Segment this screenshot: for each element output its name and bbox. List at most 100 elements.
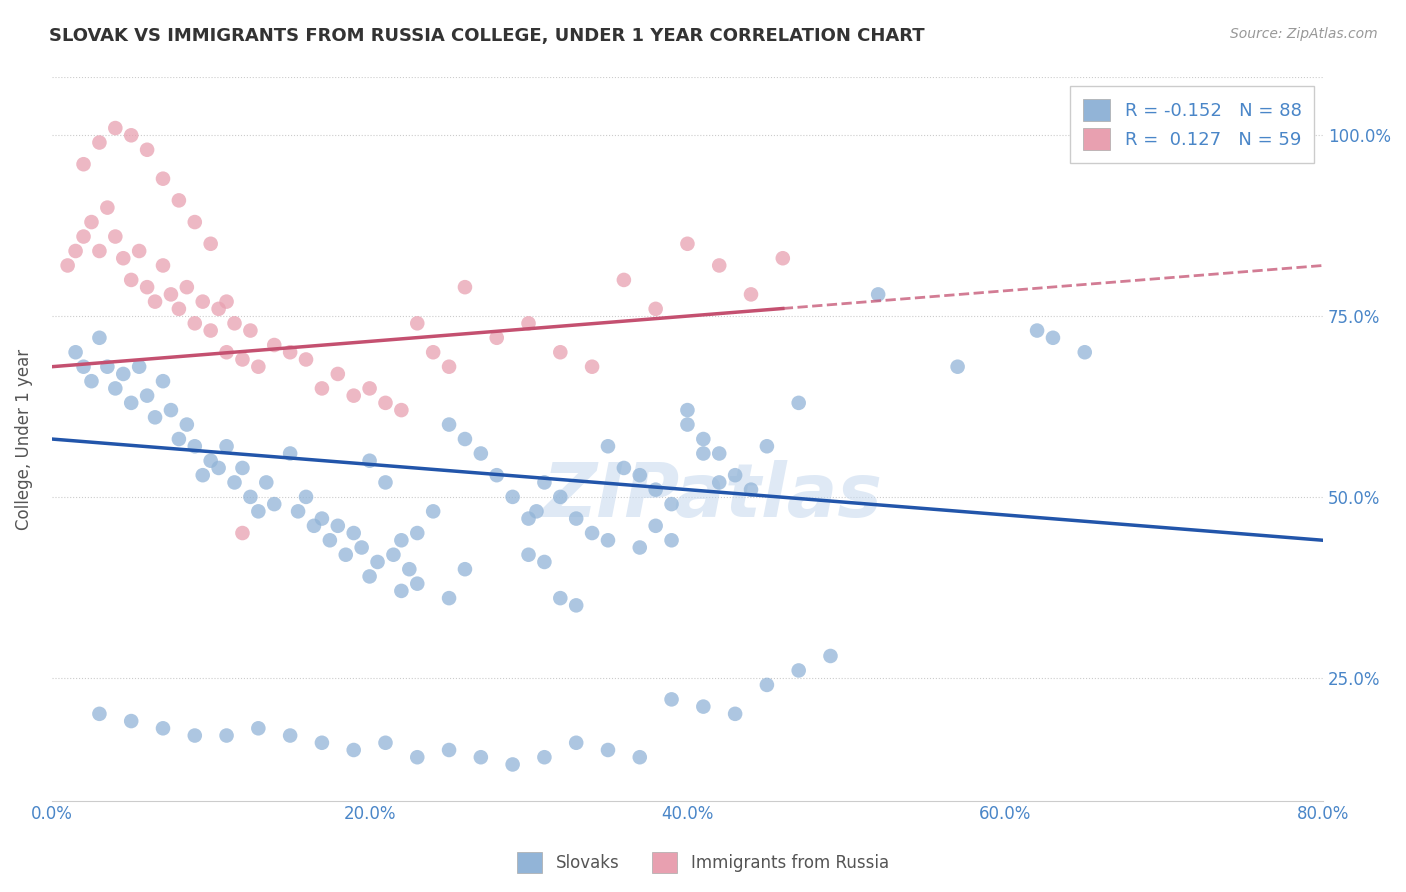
Point <box>278 446 301 460</box>
Point <box>191 294 214 309</box>
Point <box>56 259 79 273</box>
Point <box>184 729 207 743</box>
Point <box>104 381 127 395</box>
Point <box>613 461 636 475</box>
Point <box>311 511 333 525</box>
Point <box>224 316 246 330</box>
Point <box>343 743 366 757</box>
Point <box>136 143 159 157</box>
Point <box>787 396 810 410</box>
Point <box>247 721 270 735</box>
Point <box>343 389 366 403</box>
Point <box>72 157 94 171</box>
Point <box>215 294 238 309</box>
Point <box>152 374 174 388</box>
Point <box>740 483 762 497</box>
Legend: R = -0.152   N = 88, R =  0.127   N = 59: R = -0.152 N = 88, R = 0.127 N = 59 <box>1070 87 1315 163</box>
Point <box>374 736 396 750</box>
Point <box>550 490 572 504</box>
Point <box>367 555 389 569</box>
Point <box>422 504 444 518</box>
Y-axis label: College, Under 1 year: College, Under 1 year <box>15 349 32 530</box>
Point <box>533 475 555 490</box>
Point <box>128 244 150 258</box>
Point <box>89 331 111 345</box>
Point <box>359 569 381 583</box>
Point <box>263 338 285 352</box>
Point <box>676 417 699 432</box>
Point <box>868 287 890 301</box>
Point <box>184 316 207 330</box>
Point <box>152 721 174 735</box>
Point <box>709 446 731 460</box>
Point <box>254 475 277 490</box>
Point <box>374 396 396 410</box>
Point <box>581 526 603 541</box>
Point <box>160 403 183 417</box>
Point <box>231 461 253 475</box>
Point <box>359 381 381 395</box>
Point <box>526 504 548 518</box>
Point <box>65 345 87 359</box>
Point <box>644 518 666 533</box>
Point <box>1074 345 1097 359</box>
Point <box>120 714 142 728</box>
Point <box>661 497 683 511</box>
Point <box>550 591 572 606</box>
Point <box>239 490 262 504</box>
Point <box>755 439 778 453</box>
Point <box>96 359 118 374</box>
Point <box>287 504 309 518</box>
Point <box>143 410 166 425</box>
Point <box>502 490 524 504</box>
Point <box>112 367 135 381</box>
Point <box>724 706 747 721</box>
Point <box>422 345 444 359</box>
Point <box>136 280 159 294</box>
Point <box>72 359 94 374</box>
Point <box>343 526 366 541</box>
Point <box>454 432 477 446</box>
Point <box>152 259 174 273</box>
Point <box>152 171 174 186</box>
Point <box>302 518 325 533</box>
Point <box>692 446 714 460</box>
Point <box>215 345 238 359</box>
Point <box>437 743 460 757</box>
Point <box>787 664 810 678</box>
Point <box>167 194 190 208</box>
Point <box>628 541 651 555</box>
Point <box>311 736 333 750</box>
Point <box>382 548 405 562</box>
Text: SLOVAK VS IMMIGRANTS FROM RUSSIA COLLEGE, UNDER 1 YEAR CORRELATION CHART: SLOVAK VS IMMIGRANTS FROM RUSSIA COLLEGE… <box>49 27 925 45</box>
Point <box>596 743 619 757</box>
Point <box>160 287 183 301</box>
Point <box>709 475 731 490</box>
Point <box>389 403 412 417</box>
Point <box>644 483 666 497</box>
Point <box>596 533 619 548</box>
Point <box>143 294 166 309</box>
Point <box>200 454 222 468</box>
Point <box>128 359 150 374</box>
Point <box>692 432 714 446</box>
Point <box>946 359 969 374</box>
Point <box>89 136 111 150</box>
Point <box>167 432 190 446</box>
Point <box>661 692 683 706</box>
Point <box>437 417 460 432</box>
Point <box>215 439 238 453</box>
Point <box>89 706 111 721</box>
Point <box>565 736 588 750</box>
Point <box>406 576 429 591</box>
Point <box>406 526 429 541</box>
Point <box>772 252 794 266</box>
Point <box>295 352 318 367</box>
Point <box>224 475 246 490</box>
Point <box>676 236 699 251</box>
Point <box>661 533 683 548</box>
Point <box>485 468 508 483</box>
Point <box>120 273 142 287</box>
Point <box>80 374 103 388</box>
Point <box>644 301 666 316</box>
